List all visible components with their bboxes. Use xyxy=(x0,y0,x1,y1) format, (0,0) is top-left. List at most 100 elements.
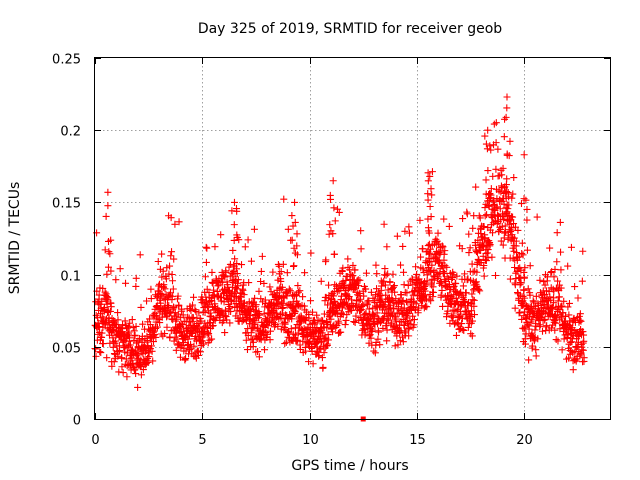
data-point xyxy=(384,286,392,294)
data-point xyxy=(195,309,203,317)
data-point xyxy=(423,277,431,285)
data-point xyxy=(576,310,584,318)
data-point xyxy=(174,340,182,348)
data-point xyxy=(483,249,491,257)
data-point xyxy=(424,196,432,204)
data-point xyxy=(258,252,266,260)
data-point xyxy=(553,229,561,237)
data-point xyxy=(255,287,263,295)
data-point xyxy=(128,354,136,362)
data-point xyxy=(382,271,390,279)
data-point xyxy=(344,255,352,263)
data-point xyxy=(483,145,491,153)
data-point xyxy=(523,216,531,224)
data-point xyxy=(471,279,479,287)
data-point xyxy=(182,355,190,363)
data-point xyxy=(196,348,204,356)
data-point xyxy=(565,311,573,319)
data-point xyxy=(105,314,113,322)
data-point xyxy=(503,188,511,196)
data-point xyxy=(244,236,252,244)
data-point xyxy=(327,195,335,203)
data-point xyxy=(536,321,544,329)
data-point xyxy=(251,294,259,302)
data-point xyxy=(337,328,345,336)
data-point xyxy=(287,325,295,333)
data-point xyxy=(522,314,530,322)
data-point xyxy=(247,329,255,337)
data-point xyxy=(149,357,157,365)
data-point xyxy=(126,319,134,327)
data-point xyxy=(233,233,241,241)
data-point xyxy=(173,335,181,343)
data-point xyxy=(94,314,102,322)
data-point xyxy=(318,354,326,362)
data-point xyxy=(425,227,433,235)
data-point xyxy=(523,246,531,254)
data-point xyxy=(101,246,109,254)
data-point xyxy=(401,227,409,235)
data-point xyxy=(264,322,272,330)
data-point xyxy=(249,338,257,346)
plot-frame xyxy=(94,57,611,420)
data-point xyxy=(279,260,287,268)
data-point xyxy=(476,214,484,222)
data-point xyxy=(293,242,301,250)
data-point xyxy=(438,286,446,294)
data-point xyxy=(505,201,513,209)
data-point xyxy=(555,293,563,301)
data-point xyxy=(327,291,335,299)
data-point xyxy=(203,302,211,310)
data-point xyxy=(143,338,151,346)
data-point xyxy=(410,316,418,324)
data-point xyxy=(111,337,119,345)
data-point xyxy=(374,335,382,343)
data-point xyxy=(463,210,471,218)
data-point xyxy=(497,237,505,245)
data-point xyxy=(96,300,104,308)
data-point xyxy=(393,232,401,240)
data-point xyxy=(326,221,334,229)
y-tick-label: 0.15 xyxy=(52,197,81,212)
data-point xyxy=(450,271,458,279)
data-point xyxy=(522,330,530,338)
data-point xyxy=(392,317,400,325)
data-point xyxy=(520,268,528,276)
data-point xyxy=(156,319,164,327)
data-point xyxy=(228,207,236,215)
data-point xyxy=(429,289,437,297)
data-point xyxy=(377,319,385,327)
data-point xyxy=(371,349,379,357)
data-point xyxy=(465,230,473,238)
data-point xyxy=(277,268,285,276)
data-point xyxy=(470,302,478,310)
data-point xyxy=(322,256,330,264)
data-point xyxy=(335,208,343,216)
data-point xyxy=(168,270,176,278)
data-point xyxy=(143,297,151,305)
data-point xyxy=(251,320,259,328)
data-point xyxy=(280,195,288,203)
data-point xyxy=(396,337,404,345)
data-point xyxy=(465,249,473,257)
data-point xyxy=(154,315,162,323)
data-point xyxy=(565,299,573,307)
data-point xyxy=(427,297,435,305)
data-point xyxy=(179,311,187,319)
data-point xyxy=(459,215,467,223)
data-point xyxy=(455,313,463,321)
data-point xyxy=(291,198,299,206)
data-point xyxy=(463,208,471,216)
data-point xyxy=(565,354,573,362)
data-point xyxy=(515,309,523,317)
y-tick-label: 0.2 xyxy=(60,125,81,140)
data-point xyxy=(132,282,140,290)
data-point xyxy=(217,294,225,302)
data-point xyxy=(519,251,527,259)
data-point xyxy=(289,298,297,306)
data-point xyxy=(386,278,394,286)
data-point xyxy=(288,212,296,220)
data-point xyxy=(234,282,242,290)
data-point xyxy=(534,335,542,343)
data-point xyxy=(579,328,587,336)
